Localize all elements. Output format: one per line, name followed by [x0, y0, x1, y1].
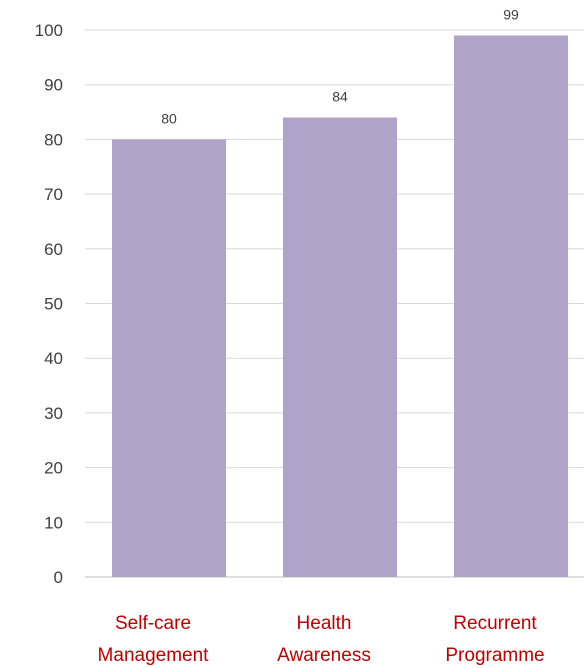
category-label-3-line-1: Recurrent — [453, 613, 537, 634]
category-label-1-line-2: Management — [98, 645, 210, 666]
bar-3 — [454, 35, 568, 578]
y-tick-label-60: 60 — [44, 240, 63, 259]
y-tick-label-0: 0 — [54, 568, 63, 587]
y-tick-label-30: 30 — [44, 404, 63, 423]
labels: 0 10 20 30 40 50 60 70 80 90 100 80 Self-care Managem… — [35, 6, 545, 666]
y-tick-label-70: 70 — [44, 185, 63, 204]
y-tick-label-10: 10 — [44, 513, 63, 532]
data-label-3: 99 — [503, 6, 519, 22]
y-tick-label-50: 50 — [44, 295, 63, 314]
category-label-3-line-2: Programme — [445, 645, 544, 666]
y-tick-label-100: 100 — [35, 21, 63, 40]
data-label-1: 80 — [161, 110, 177, 126]
bar-1 — [112, 139, 226, 577]
category-label-1-line-1: Self-care — [115, 613, 191, 634]
category-label-2-line-1: Health — [297, 613, 352, 634]
y-tick-label-90: 90 — [44, 76, 63, 95]
y-tick-label-40: 40 — [44, 349, 63, 368]
bar-2 — [283, 117, 397, 578]
bars — [112, 35, 568, 578]
data-label-2: 84 — [332, 89, 348, 105]
y-tick-label-80: 80 — [44, 130, 63, 149]
y-tick-label-20: 20 — [44, 459, 63, 478]
category-label-2-line-2: Awareness — [277, 645, 371, 666]
